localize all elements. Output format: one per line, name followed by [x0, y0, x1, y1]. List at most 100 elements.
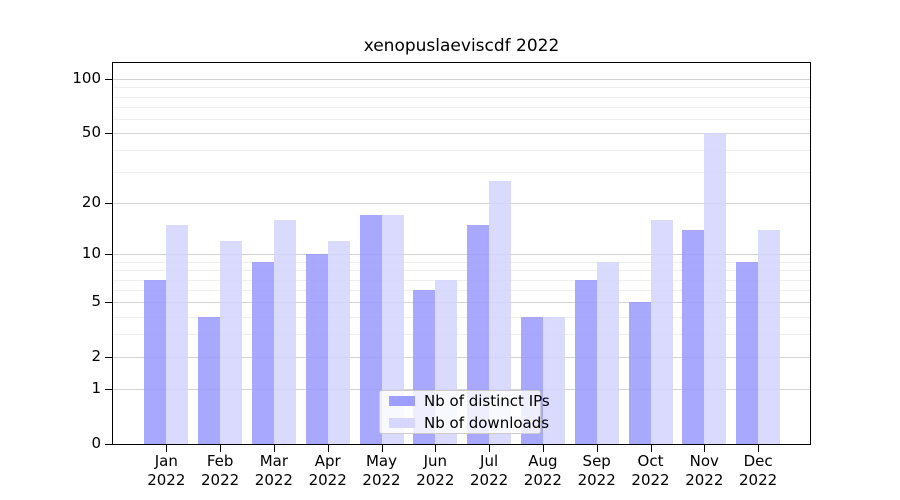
y-tick-label-50: 50 — [81, 123, 101, 142]
bar-jul-downloads — [489, 180, 512, 444]
chart-title: xenopuslaeviscdf 2022 — [363, 36, 560, 56]
y-tick-100 — [105, 79, 113, 80]
x-tick-jul — [489, 444, 491, 452]
gridline-y-8 — [113, 270, 810, 272]
y-tick-label-20: 20 — [81, 193, 101, 212]
y-tick-1 — [105, 389, 113, 391]
x-tick-label-jun: Jun 2022 — [405, 452, 465, 490]
x-tick-year-oct: 2022 — [631, 471, 670, 489]
x-tick-label-aug: Aug 2022 — [513, 452, 573, 490]
x-tick-label-oct: Oct 2022 — [621, 452, 681, 490]
legend-swatch-distinct-ips — [389, 396, 415, 406]
y-tick-label-100: 100 — [72, 69, 101, 87]
y-tick-5 — [105, 302, 113, 304]
bar-may-downloads — [381, 215, 404, 444]
x-tick-label-nov: Nov 2022 — [674, 452, 734, 490]
legend-swatch-downloads — [389, 418, 415, 428]
x-tick-sep — [596, 444, 598, 452]
bar-apr-downloads — [327, 241, 350, 444]
x-tick-label-apr: Apr 2022 — [298, 452, 358, 490]
x-tick-label-dec: Dec 2022 — [728, 452, 788, 490]
y-tick-20 — [105, 203, 113, 205]
gridline-y-90 — [113, 87, 810, 89]
bar-may-distinct-ips — [359, 215, 382, 444]
bar-nov-downloads — [704, 133, 727, 444]
x-tick-year-aug: 2022 — [523, 471, 562, 489]
gridline-y-10 — [113, 254, 810, 256]
y-tick-0 — [105, 444, 113, 445]
gridline-y-7 — [113, 279, 810, 281]
bar-dec-downloads — [758, 229, 781, 444]
gridline-y-40 — [113, 150, 810, 152]
bar-dec-distinct-ips — [736, 261, 759, 444]
x-tick-year-mar: 2022 — [254, 471, 293, 489]
legend-label-distinct-ips: Nb of distinct IPs — [424, 392, 550, 410]
x-tick-year-jul: 2022 — [470, 471, 509, 489]
x-tick-may — [381, 444, 383, 452]
x-tick-dec — [758, 444, 760, 452]
x-tick-year-feb: 2022 — [201, 471, 240, 489]
gridline-y-6 — [113, 290, 810, 292]
y-tick-label-5: 5 — [91, 292, 101, 311]
bar-jul-distinct-ips — [467, 224, 490, 444]
x-tick-apr — [327, 444, 329, 452]
x-tick-year-may: 2022 — [362, 471, 401, 489]
y-tick-label-2: 2 — [91, 347, 101, 366]
gridline-y-1 — [113, 389, 810, 391]
bar-nov-distinct-ips — [682, 229, 705, 444]
x-tick-year-dec: 2022 — [739, 471, 778, 489]
x-tick-nov — [704, 444, 706, 452]
y-tick-2 — [105, 357, 113, 359]
x-tick-label-jan: Jan 2022 — [136, 452, 196, 490]
x-tick-jan — [166, 444, 168, 452]
bar-oct-downloads — [650, 219, 673, 444]
y-tick-label-0: 0 — [91, 434, 101, 452]
x-tick-aug — [542, 444, 544, 452]
bar-mar-distinct-ips — [251, 261, 274, 444]
x-tick-year-jan: 2022 — [147, 471, 186, 489]
bar-aug-downloads — [542, 316, 565, 444]
x-tick-mar — [273, 444, 275, 452]
x-tick-label-may: May 2022 — [352, 452, 412, 490]
y-tick-label-1: 1 — [91, 379, 101, 398]
bar-jan-downloads — [166, 224, 189, 444]
gridline-y-60 — [113, 118, 810, 120]
x-tick-label-sep: Sep 2022 — [567, 452, 627, 490]
x-tick-year-apr: 2022 — [308, 471, 347, 489]
bar-mar-downloads — [273, 219, 296, 444]
gridline-y-50 — [113, 133, 810, 135]
bar-jan-distinct-ips — [144, 279, 167, 444]
bar-sep-downloads — [596, 261, 619, 444]
x-tick-oct — [650, 444, 652, 452]
x-tick-label-mar: Mar 2022 — [244, 452, 304, 490]
bar-feb-distinct-ips — [198, 316, 221, 444]
plot-area: Nb of distinct IPs Nb of downloads 0 1 2 5 1… — [72, 62, 811, 489]
bar-oct-distinct-ips — [628, 302, 651, 444]
legend: Nb of distinct IPs Nb of downloads — [379, 390, 550, 434]
legend-item-distinct-ips: Nb of distinct IPs — [380, 392, 550, 410]
legend-item-downloads: Nb of downloads — [380, 414, 549, 432]
bar-sep-distinct-ips — [574, 279, 597, 444]
gridline-y-100 — [113, 79, 810, 80]
y-tick-label-10: 10 — [81, 244, 101, 263]
x-tick-feb — [220, 444, 222, 452]
x-tick-jun — [435, 444, 437, 452]
y-tick-50 — [105, 133, 113, 135]
legend-label-downloads: Nb of downloads — [424, 414, 550, 432]
bar-apr-distinct-ips — [305, 254, 328, 444]
x-tick-year-jun: 2022 — [416, 471, 455, 489]
gridline-y-70 — [113, 106, 810, 108]
gridline-y-80 — [113, 96, 810, 98]
gridline-y-2 — [113, 357, 810, 359]
x-tick-label-jul: Jul 2022 — [459, 452, 519, 490]
x-tick-year-sep: 2022 — [577, 471, 616, 489]
bar-feb-downloads — [220, 241, 243, 444]
y-tick-10 — [105, 254, 113, 256]
gridline-y-4 — [113, 316, 810, 318]
x-tick-label-feb: Feb 2022 — [190, 452, 250, 490]
gridline-y-20 — [113, 203, 810, 205]
gridline-y-3 — [113, 334, 810, 336]
gridline-y-30 — [113, 172, 810, 174]
gridline-y-9 — [113, 261, 810, 263]
